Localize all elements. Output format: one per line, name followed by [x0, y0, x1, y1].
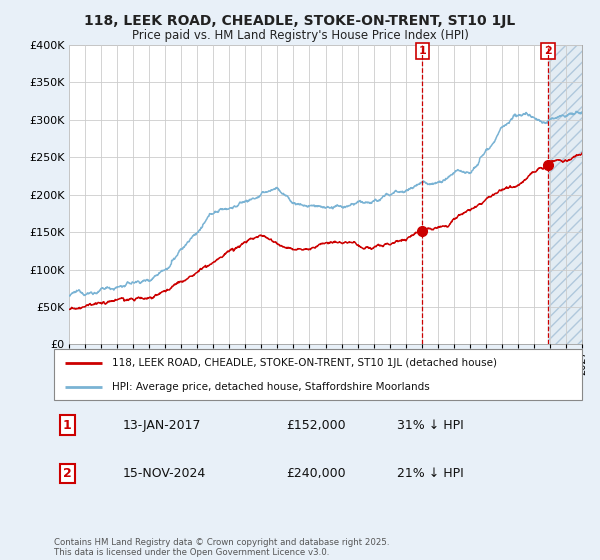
Text: HPI: Average price, detached house, Staffordshire Moorlands: HPI: Average price, detached house, Staf… [112, 382, 430, 392]
Bar [548, 45, 582, 344]
Text: 31% ↓ HPI: 31% ↓ HPI [397, 418, 464, 432]
Text: Contains HM Land Registry data © Crown copyright and database right 2025.
This d: Contains HM Land Registry data © Crown c… [54, 538, 389, 557]
Bar [548, 45, 582, 344]
FancyBboxPatch shape [54, 349, 582, 400]
Text: £152,000: £152,000 [286, 418, 346, 432]
Text: 21% ↓ HPI: 21% ↓ HPI [397, 467, 464, 480]
Text: 2: 2 [544, 46, 552, 56]
Text: 1: 1 [418, 46, 426, 56]
Text: 118, LEEK ROAD, CHEADLE, STOKE-ON-TRENT, ST10 1JL: 118, LEEK ROAD, CHEADLE, STOKE-ON-TRENT,… [85, 14, 515, 28]
Text: 1: 1 [63, 418, 71, 432]
Text: 13-JAN-2017: 13-JAN-2017 [122, 418, 201, 432]
Text: £240,000: £240,000 [286, 467, 346, 480]
Text: 15-NOV-2024: 15-NOV-2024 [122, 467, 206, 480]
Text: 2: 2 [63, 467, 71, 480]
Text: Price paid vs. HM Land Registry's House Price Index (HPI): Price paid vs. HM Land Registry's House … [131, 29, 469, 42]
Text: 118, LEEK ROAD, CHEADLE, STOKE-ON-TRENT, ST10 1JL (detached house): 118, LEEK ROAD, CHEADLE, STOKE-ON-TRENT,… [112, 358, 497, 368]
